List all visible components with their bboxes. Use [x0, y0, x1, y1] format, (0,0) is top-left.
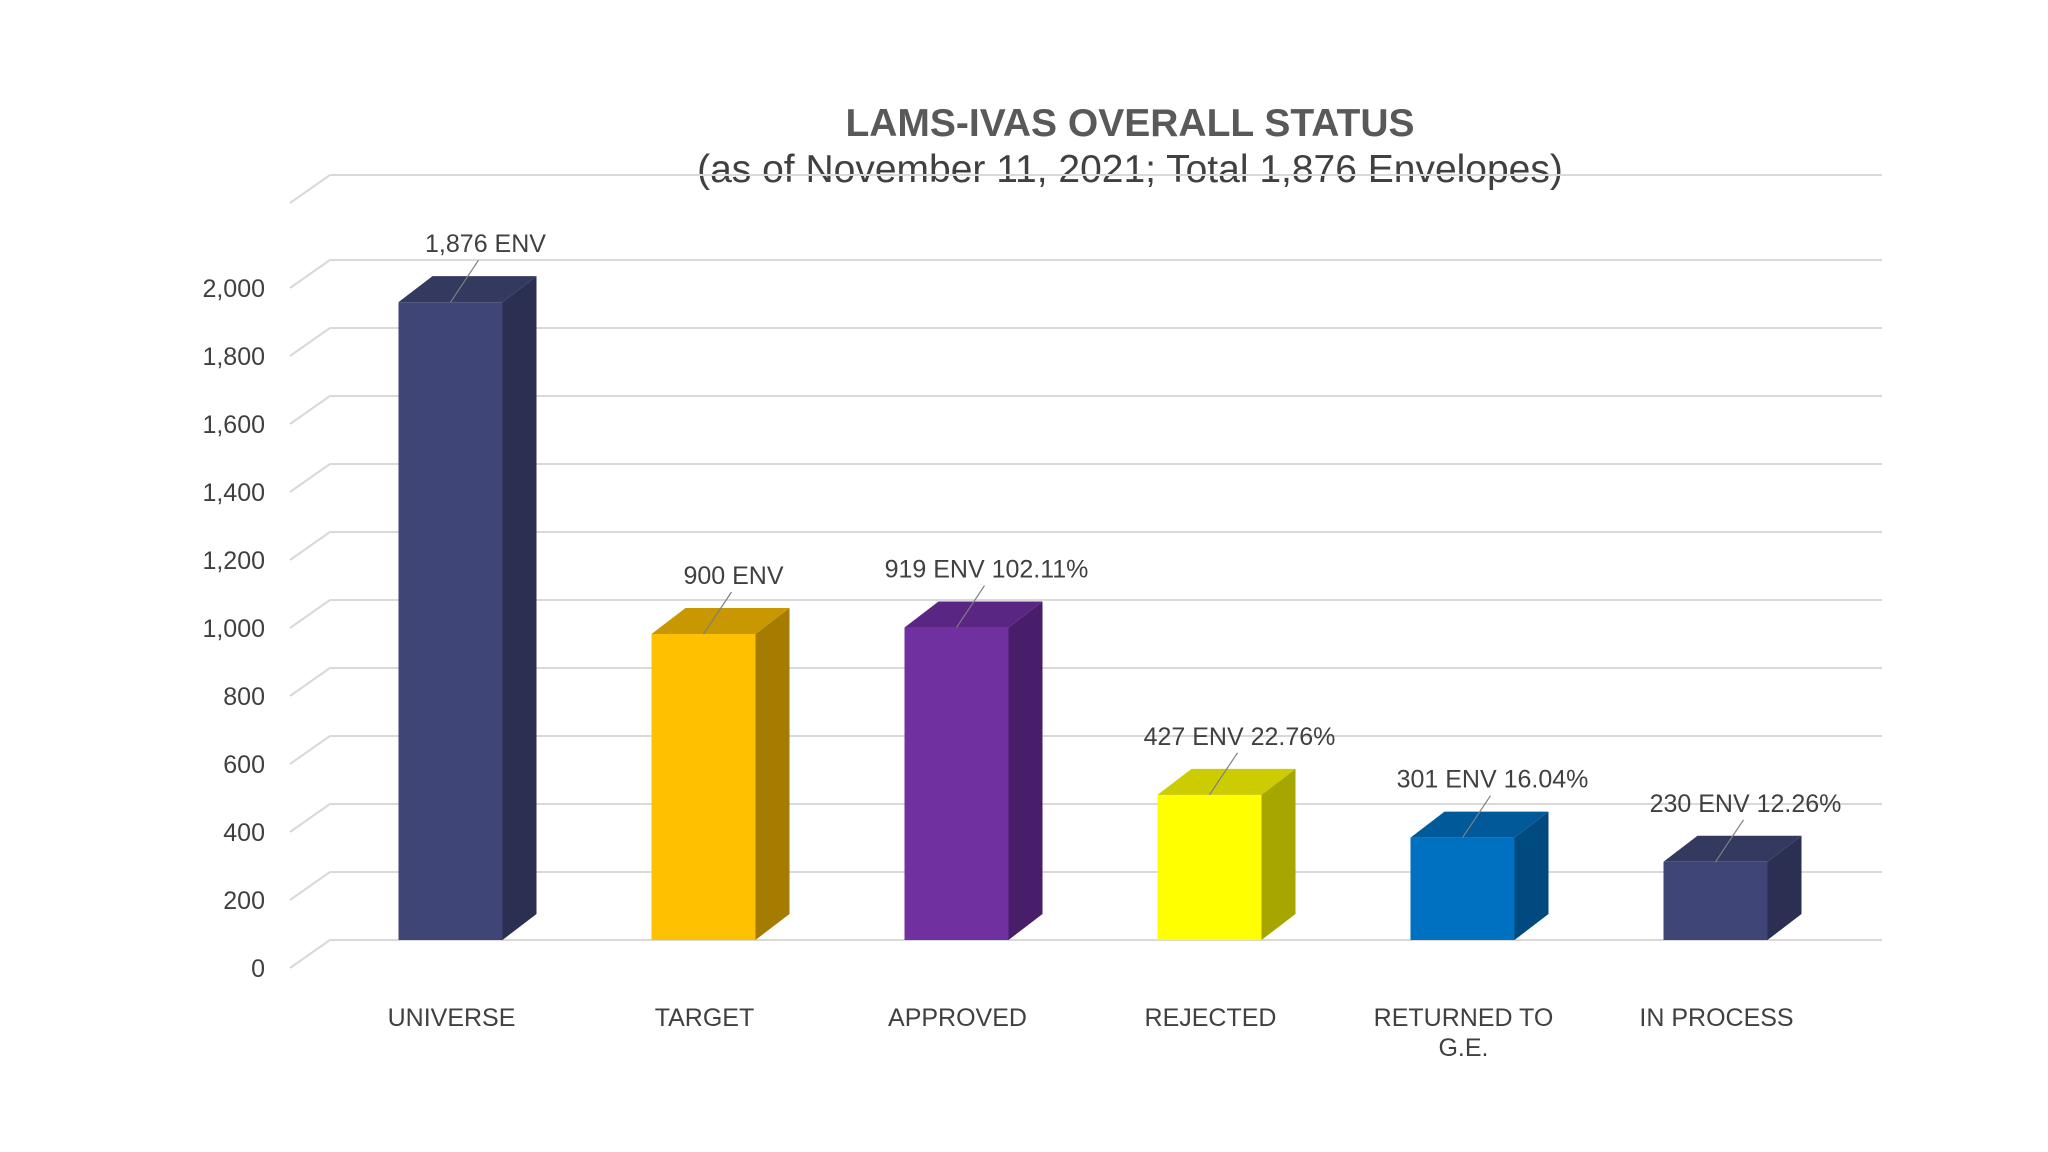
y-tick-label: 1,800	[202, 343, 265, 371]
gridline-side	[289, 259, 331, 289]
leader-line	[450, 259, 479, 303]
bar-front	[398, 302, 503, 940]
gridline-side	[289, 327, 331, 357]
x-axis: UNIVERSE TARGET APPROVED REJECTED RETURNED T…	[388, 1004, 1794, 1062]
bar-side	[1514, 811, 1549, 940]
bar-layer	[398, 276, 1802, 940]
x-tick-label: UNIVERSE	[388, 1004, 516, 1032]
x-tick-label: TARGET	[655, 1004, 755, 1032]
bar-top	[398, 276, 537, 303]
bar-top	[1663, 835, 1802, 862]
y-tick-label: 0	[251, 955, 265, 983]
gridline-side	[289, 667, 331, 697]
x-tick-label: REJECTED	[1145, 1004, 1277, 1032]
leader-line	[1462, 795, 1491, 838]
y-tick-label: 200	[223, 887, 265, 915]
data-label: 230 ENV 12.26%	[1650, 790, 1842, 818]
data-label: 1,876 ENV	[425, 230, 546, 258]
y-tick-label: 1,400	[202, 479, 265, 507]
y-tick-label: 1,600	[202, 411, 265, 439]
bar	[651, 608, 790, 940]
grid-layer	[289, 174, 1882, 969]
x-tick-label: APPROVED	[888, 1004, 1027, 1032]
gridline-side	[289, 395, 331, 425]
x-tick-label-line: G.E.	[1438, 1034, 1488, 1062]
bar	[904, 601, 1043, 940]
bar-side	[755, 608, 790, 940]
x-tick-label-line: TARGET	[655, 1004, 755, 1032]
bar-side	[1767, 835, 1802, 940]
leader-line	[703, 591, 732, 635]
bar-front	[1663, 861, 1768, 940]
gridline-side	[289, 735, 331, 765]
gridline-side	[289, 803, 331, 833]
y-tick-label: 1,200	[202, 547, 265, 575]
bar-side	[1261, 768, 1296, 940]
bar-top	[1157, 768, 1296, 795]
gridline-side	[289, 939, 331, 969]
x-tick-label-line: APPROVED	[888, 1004, 1027, 1032]
side-wall-top	[289, 174, 331, 204]
y-tick-label: 800	[223, 683, 265, 711]
data-label-layer: 1,876 ENV 900 ENV 919 ENV 102.11% 427 ENV 2…	[425, 230, 1842, 863]
leader-line	[1715, 819, 1744, 863]
x-tick-label-line: RETURNED TO	[1374, 1004, 1554, 1032]
gridline-side	[289, 599, 331, 629]
y-tick-label: 1,000	[202, 615, 265, 643]
leader-line	[956, 585, 985, 628]
x-tick-label-line: IN PROCESS	[1639, 1004, 1793, 1032]
data-label: 427 ENV 22.76%	[1144, 723, 1336, 751]
x-tick-label: RETURNED TO G.E.	[1374, 1004, 1554, 1062]
bar-front	[651, 634, 756, 940]
x-tick-label: IN PROCESS	[1639, 1004, 1793, 1032]
bar	[1410, 811, 1549, 940]
bar-side	[1008, 601, 1043, 940]
leader-line	[1209, 752, 1238, 796]
y-tick-label: 600	[223, 751, 265, 779]
y-axis: 0 200 400 600 800 1,000 1,200 1,400 1,600 1,800 2,…	[202, 275, 265, 983]
y-tick-label: 400	[223, 819, 265, 847]
bar-front	[1410, 837, 1515, 940]
data-label: 900 ENV	[683, 562, 783, 590]
bar-front	[1157, 794, 1262, 940]
chart-subtitle: (as of November 11, 2021; Total 1,876 En…	[697, 148, 1563, 191]
x-tick-label-line: REJECTED	[1145, 1004, 1277, 1032]
gridline-side	[289, 531, 331, 561]
bar-top	[651, 608, 790, 634]
data-label: 301 ENV 16.04%	[1397, 766, 1589, 794]
bar	[1157, 768, 1296, 940]
x-tick-label-line: UNIVERSE	[388, 1004, 516, 1032]
y-tick-label: 2,000	[202, 275, 265, 303]
bar-side	[502, 276, 537, 940]
data-label: 919 ENV 102.11%	[885, 556, 1089, 584]
gridline-side	[289, 871, 331, 901]
bar-top	[1410, 811, 1549, 838]
gridline-side	[289, 463, 331, 493]
bar	[1663, 835, 1802, 940]
bar	[398, 276, 537, 940]
bar-top	[904, 601, 1043, 628]
bar-front	[904, 627, 1009, 940]
chart-title: LAMS-IVAS OVERALL STATUS	[845, 102, 1414, 145]
